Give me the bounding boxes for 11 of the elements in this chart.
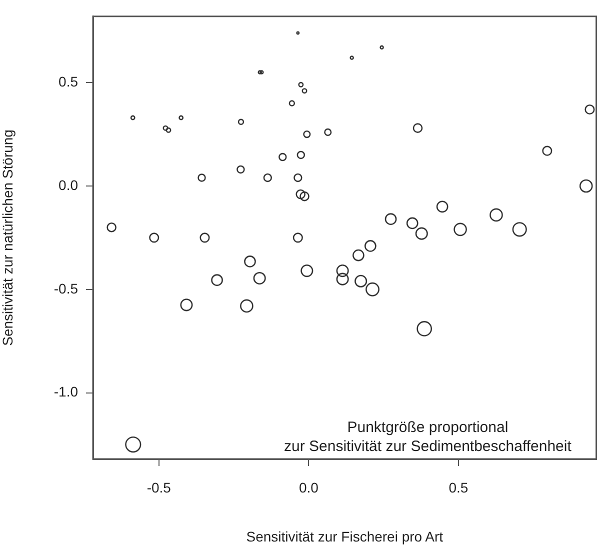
y-tick-label: 0.5 [58, 73, 78, 90]
y-tick-label: -0.5 [54, 280, 78, 296]
annotation: Punktgröße proportional [347, 419, 508, 436]
x-tick-label: 0.0 [298, 479, 319, 496]
y-tick-label: 0.0 [58, 176, 78, 193]
annotation: zur Sensitivität zur Sedimentbeschaffenheit [284, 438, 572, 455]
y-tick-label: -1.0 [54, 384, 78, 400]
x-axis-title: Sensitivität zur Fischerei pro Art [246, 528, 444, 544]
x-tick-label: 0.5 [448, 479, 468, 496]
y-axis-title: Sensitivität zur natürlichen Störung [0, 130, 16, 346]
x-tick-label: -0.5 [146, 479, 172, 496]
